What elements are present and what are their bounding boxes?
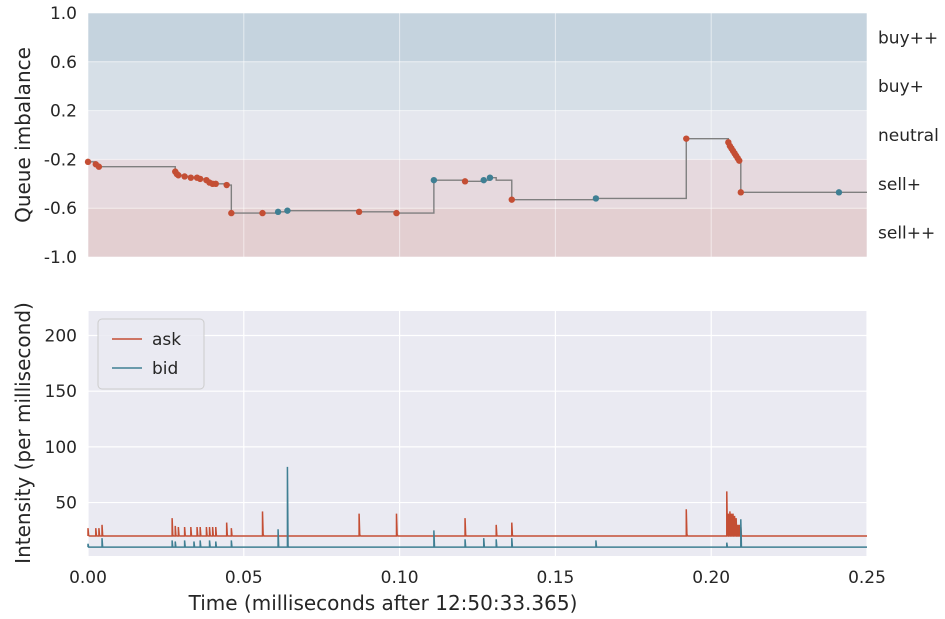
- bid-intensity-line: [87, 466, 867, 548]
- x-tick-labels: 0.00 0.05 0.10 0.15 0.20 0.25: [69, 568, 886, 588]
- bid-event-point: [835, 189, 843, 196]
- ask-intensity-line: [87, 491, 867, 538]
- band-label: sell++: [878, 224, 935, 244]
- ask-event-point: [228, 209, 235, 217]
- ask-event-point: [84, 158, 92, 166]
- x-tick-label: 0.25: [848, 568, 886, 588]
- band-label: neutral: [878, 126, 939, 146]
- band-labels: buy++ buy+ neutral sell+ sell++: [878, 28, 939, 243]
- top-y-tick-label: 0.2: [50, 102, 77, 122]
- band-label: sell+: [878, 175, 921, 195]
- ask-event-point: [355, 208, 363, 216]
- band-label: buy+: [878, 77, 924, 97]
- band-buyplus: [88, 61, 867, 111]
- top-y-axis-label: Queue imbalance: [11, 47, 35, 223]
- bid-event-point: [274, 208, 282, 216]
- legend-label-bid: bid: [152, 359, 178, 379]
- ask-event-point: [196, 175, 204, 183]
- ask-event-point: [736, 157, 743, 164]
- legend-box: [97, 318, 205, 390]
- imbalance-bands: [88, 13, 867, 257]
- ask-event-point: [212, 180, 219, 187]
- top-y-tick-label: -0.6: [44, 199, 77, 219]
- bottom-plot-background: [88, 311, 867, 556]
- bottom-y-axis-label: Intensity (per millisecond): [11, 302, 35, 564]
- bid-event-point: [430, 176, 438, 184]
- ask-event-point: [393, 209, 400, 217]
- ask-event-point: [508, 196, 515, 203]
- bottom-y-tick-label: 150: [45, 382, 77, 402]
- ask-event-point: [175, 172, 182, 179]
- top-y-tick-labels: 1.0 0.6 0.2 -0.2 -0.6 -1.0: [44, 4, 77, 268]
- intensity-series-lines: [87, 466, 867, 548]
- top-y-tick-label: 0.6: [50, 53, 77, 73]
- ask-event-point: [181, 173, 188, 180]
- ask-event-point: [259, 209, 266, 217]
- bottom-y-tick-labels: 50 100 150 200: [45, 327, 77, 514]
- x-tick-label: 0.10: [381, 568, 419, 588]
- band-sellplusplus: [88, 208, 867, 257]
- top-y-tick-label: 1.0: [50, 4, 77, 24]
- top-y-tick-label: -1.0: [44, 248, 77, 268]
- ask-event-point: [187, 174, 195, 181]
- x-tick-label: 0.05: [225, 568, 263, 588]
- ask-event-point: [737, 189, 745, 196]
- bid-event-point: [284, 207, 291, 214]
- band-neutral: [88, 110, 867, 160]
- bid-event-point: [592, 195, 600, 202]
- bottom-grid: [87, 311, 868, 556]
- band-label: buy++: [878, 28, 938, 48]
- x-axis-label: Time (milliseconds after 12:50:33.365): [188, 591, 578, 615]
- top-y-tick-label: -0.2: [44, 150, 77, 170]
- queue-imbalance-panel: 1.0 0.6 0.2 -0.2 -0.6 -1.0 buy++ buy+ neutral se…: [11, 4, 939, 268]
- band-sellplus: [88, 159, 867, 209]
- ask-event-point: [223, 181, 230, 189]
- x-tick-label: 0.00: [69, 568, 107, 588]
- bid-event-point: [486, 174, 494, 181]
- imbalance-event-markers: [84, 135, 843, 217]
- x-tick-label: 0.15: [536, 568, 574, 588]
- legend-label-ask: ask: [152, 330, 181, 350]
- band-buyplusplus: [88, 13, 867, 62]
- intensity-panel: 50 100 150 200 0.00 0.05 0.10 0.15 0.20 0.25 ask…: [11, 302, 886, 615]
- ask-event-point: [683, 135, 690, 142]
- legend: ask bid: [97, 318, 205, 390]
- bottom-y-tick-label: 50: [55, 494, 77, 514]
- bid-event-point: [480, 176, 487, 184]
- bottom-y-tick-label: 100: [45, 438, 77, 458]
- bottom-y-tick-label: 200: [45, 327, 77, 347]
- ask-event-point: [95, 163, 103, 170]
- ask-event-point: [461, 178, 469, 185]
- x-tick-label: 0.20: [692, 568, 730, 588]
